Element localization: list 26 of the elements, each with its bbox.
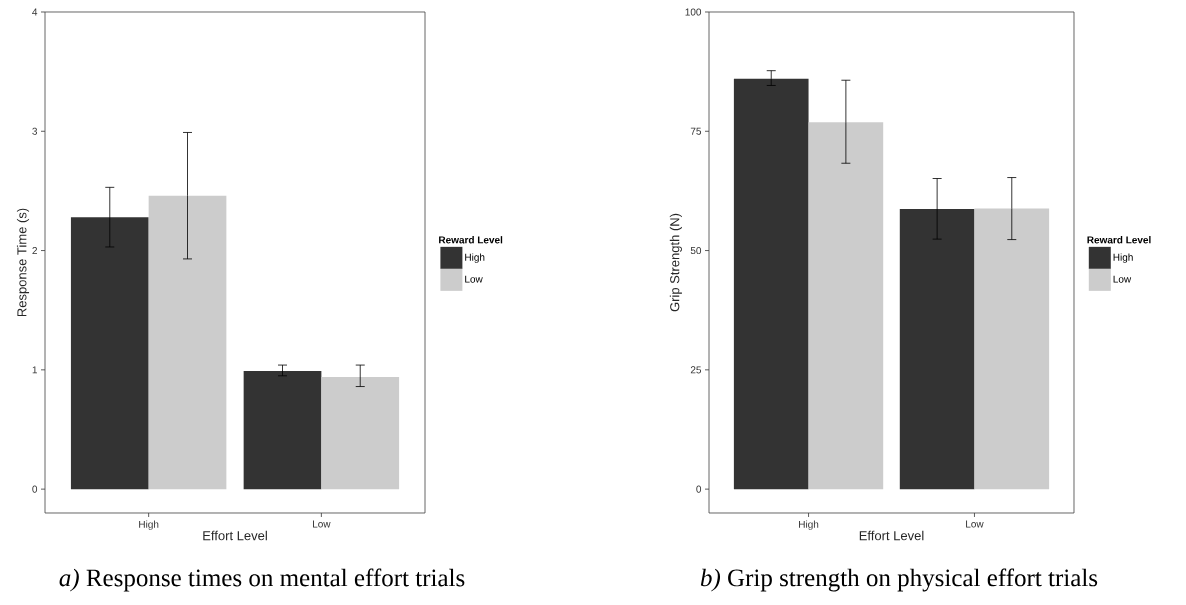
legend-label: Low bbox=[1113, 275, 1132, 283]
legend-title: Reward Level bbox=[439, 236, 503, 244]
y-tick-label: 75 bbox=[690, 127, 702, 135]
legend-title: Reward Level bbox=[1087, 236, 1151, 244]
y-tick-label: 50 bbox=[690, 247, 702, 255]
x-tick-label: Low bbox=[966, 520, 984, 528]
x-tick-label: Low bbox=[313, 520, 331, 528]
y-tick-label: 25 bbox=[690, 366, 702, 374]
y-tick-label: 3 bbox=[32, 127, 38, 135]
y-tick-label: 4 bbox=[32, 8, 38, 16]
legend-label: High bbox=[1113, 253, 1133, 263]
y-tick-label: 2 bbox=[32, 247, 37, 255]
y-tick-label: 0 bbox=[32, 485, 38, 493]
y-axis-title: Grip Strength (N) bbox=[669, 213, 682, 312]
y-axis-title: Response Time (s) bbox=[16, 208, 30, 317]
legend-label: High bbox=[465, 253, 485, 263]
y-tick-label: 0 bbox=[696, 485, 702, 493]
y-tick-label: 1 bbox=[32, 366, 37, 374]
x-tick-label: High bbox=[799, 520, 819, 530]
legend-label: Low bbox=[465, 275, 483, 283]
x-tick-label: High bbox=[139, 520, 159, 530]
text: a) Response times on mental effort trials bbox=[59, 568, 465, 592]
x-axis-title: Effort Level bbox=[859, 530, 924, 541]
text: b) Grip strength on physical effort trials bbox=[700, 568, 1098, 592]
y-tick-label: 100 bbox=[685, 8, 702, 16]
x-axis-title: Effort Level bbox=[203, 530, 267, 541]
